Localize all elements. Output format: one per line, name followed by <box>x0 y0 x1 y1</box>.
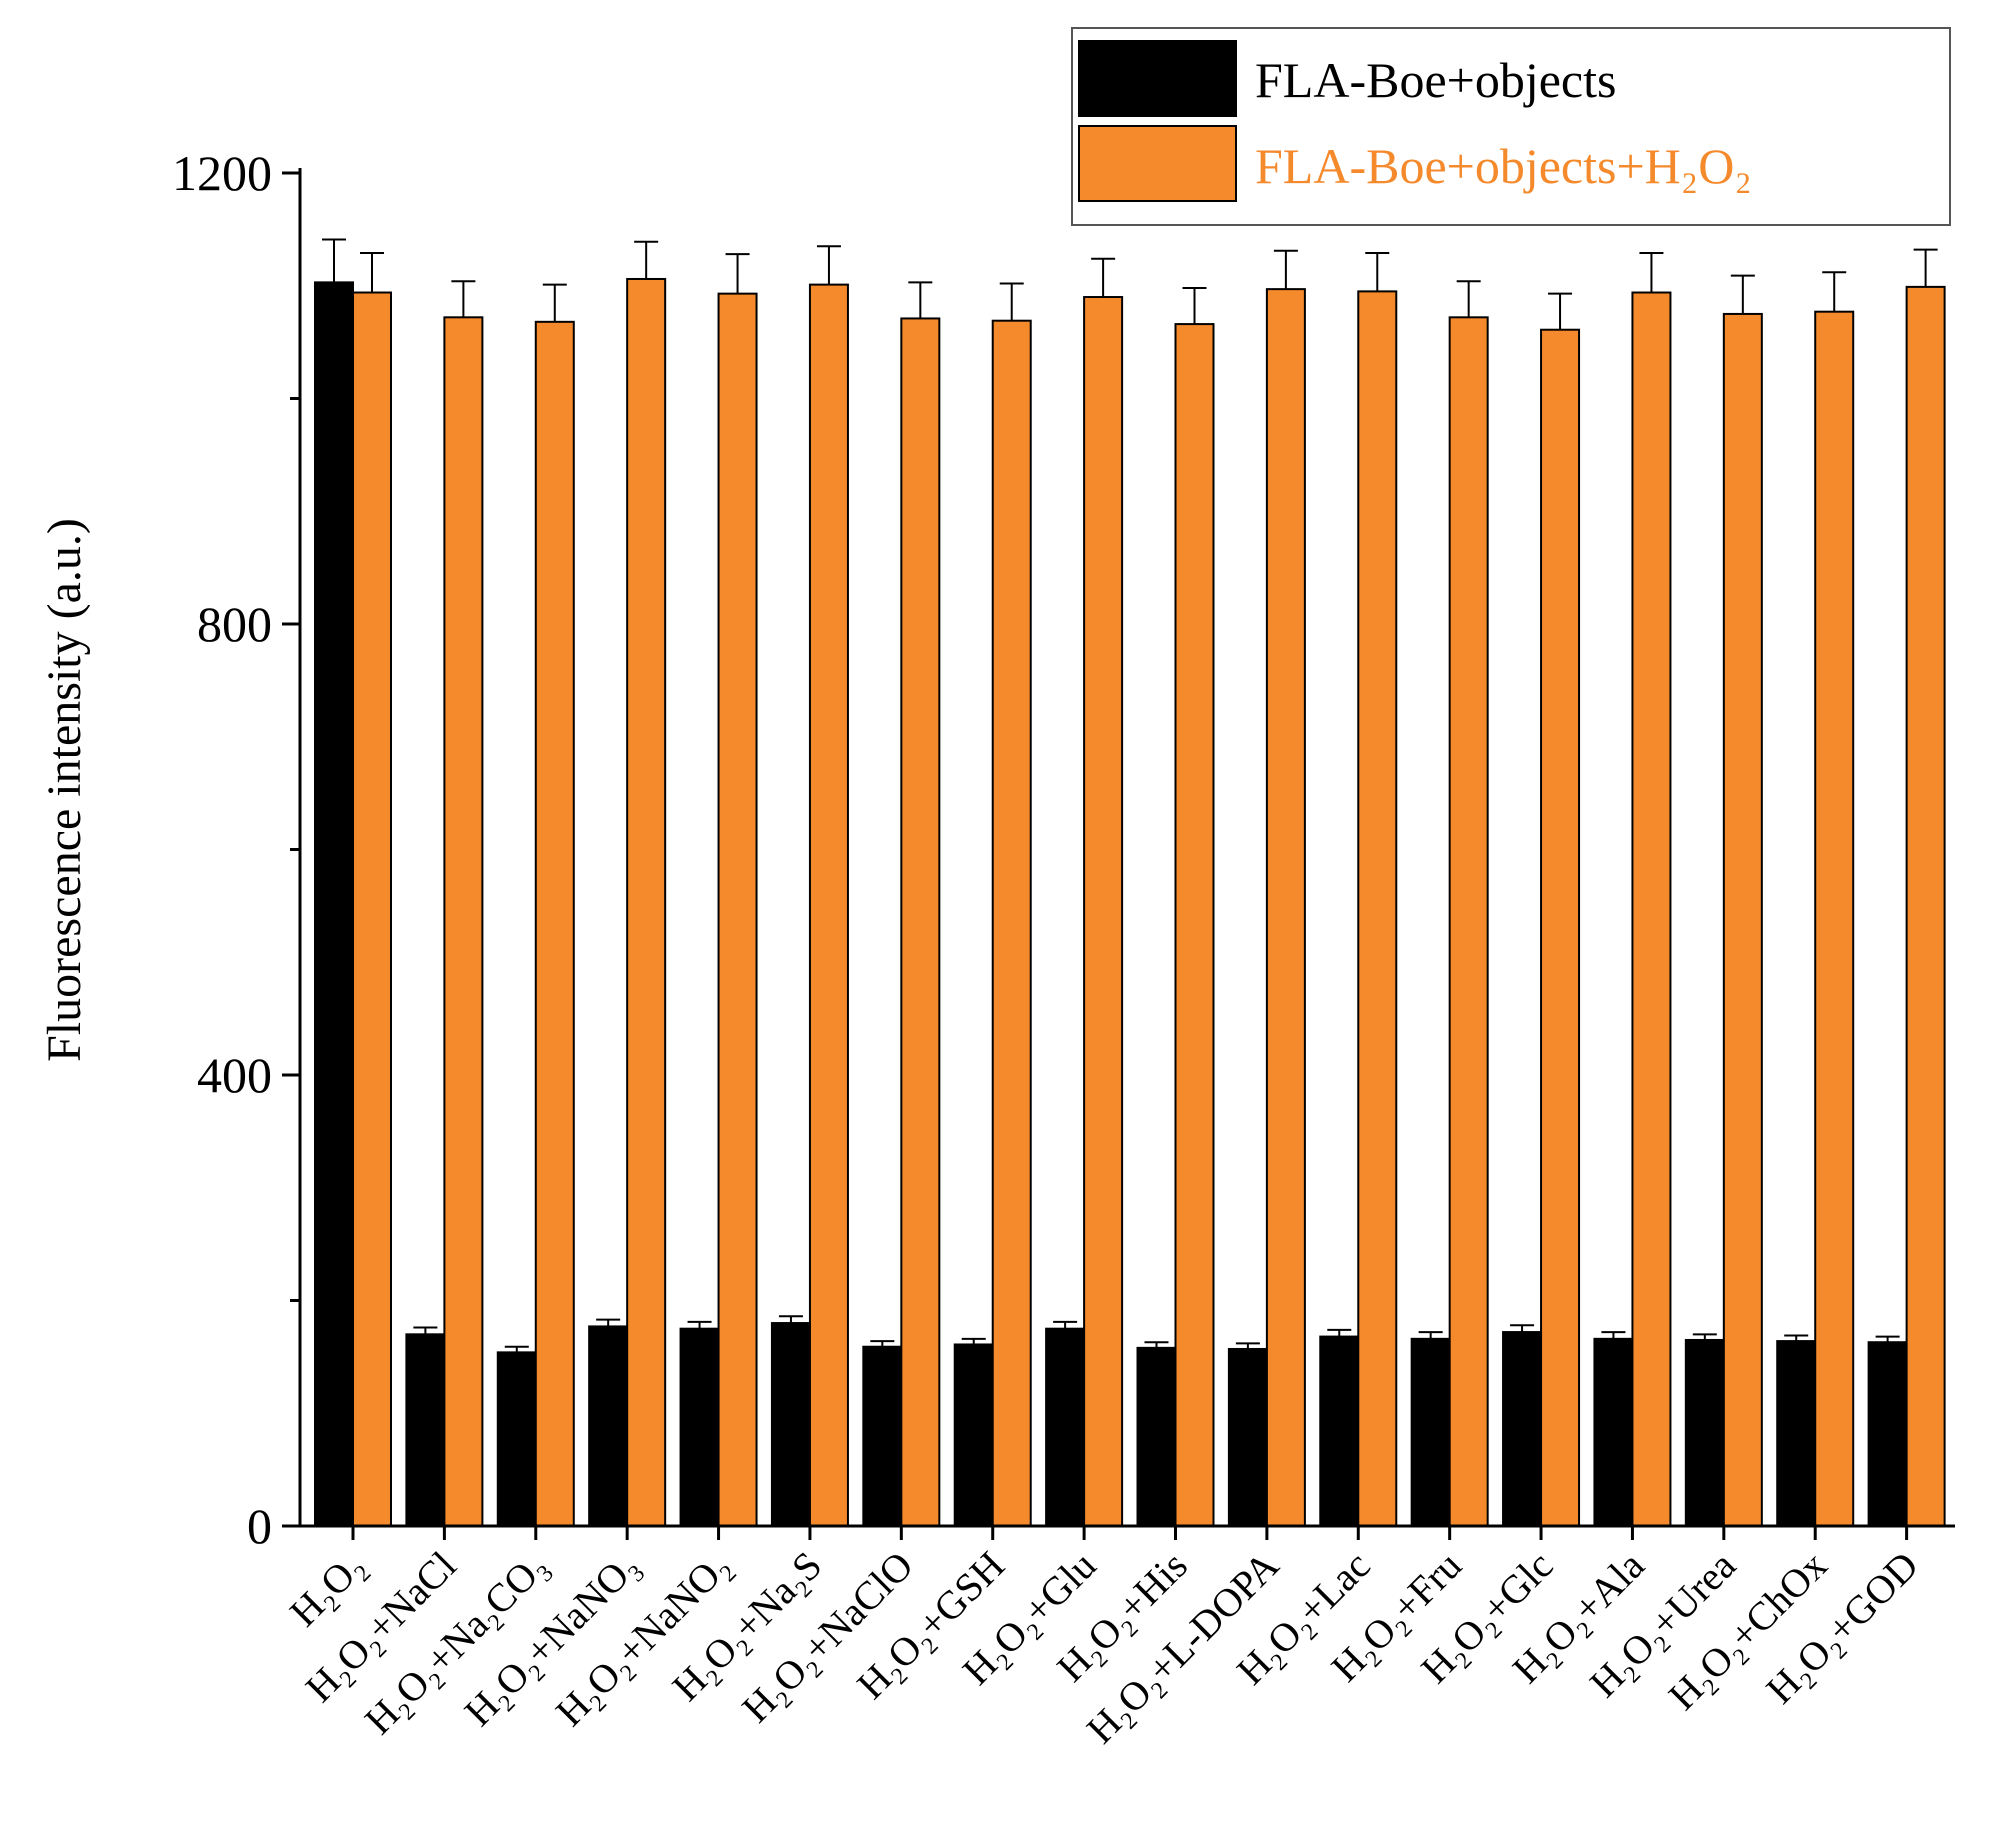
bar-black <box>1136 1346 1177 1527</box>
bar-orange <box>900 317 941 1527</box>
bar-black <box>405 1333 446 1527</box>
bar-orange <box>1540 328 1581 1527</box>
bar-black <box>1776 1340 1817 1527</box>
bar-orange <box>808 283 849 1527</box>
bar-orange <box>1905 285 1946 1528</box>
legend-swatch-orange <box>1078 125 1237 202</box>
bar-orange <box>1448 316 1489 1528</box>
bar-black <box>1319 1335 1360 1527</box>
bar-black <box>1593 1337 1634 1527</box>
bar-orange <box>1814 310 1855 1527</box>
bar-black <box>496 1351 537 1527</box>
bar-black <box>770 1322 811 1528</box>
bar-orange <box>1357 290 1398 1528</box>
bar-black <box>314 281 354 1527</box>
bar-black <box>1684 1338 1725 1528</box>
legend-label-black: FLA-Boe+objects <box>1255 52 1616 108</box>
bar-orange <box>1265 288 1306 1528</box>
bar-black <box>588 1325 629 1527</box>
y-axis-label: Fluorescence intensity (a.u.) <box>38 518 91 1062</box>
bar-orange <box>1083 296 1124 1527</box>
bar-orange <box>534 320 575 1528</box>
bar-orange <box>443 316 484 1528</box>
bar-black <box>862 1345 903 1528</box>
bar-black <box>1045 1327 1086 1527</box>
legend-swatch-black <box>1078 40 1237 117</box>
legend: FLA-Boe+objects FLA-Boe+objects+H₂O₂ <box>1071 27 1951 226</box>
y-tick-label: 400 <box>197 1047 272 1103</box>
bar-black <box>1227 1347 1268 1528</box>
bar-orange <box>717 292 758 1528</box>
y-tick-label: 800 <box>197 596 272 652</box>
bar-orange <box>1722 312 1763 1527</box>
bar-black <box>1502 1331 1543 1527</box>
bar-orange <box>626 277 667 1527</box>
bar-black <box>1410 1337 1451 1527</box>
bar-black <box>679 1327 720 1527</box>
bar-black <box>1867 1341 1908 1528</box>
bar-orange <box>991 319 1032 1527</box>
bars-layer <box>314 238 1946 1528</box>
bar-black <box>953 1343 994 1528</box>
bar-orange <box>1174 323 1215 1528</box>
y-tick-label: 1200 <box>172 145 272 201</box>
bar-orange <box>1631 291 1672 1527</box>
bar-orange <box>352 291 392 1527</box>
y-tick-label: 0 <box>247 1498 272 1554</box>
legend-label-orange: FLA-Boe+objects+H₂O₂ <box>1255 138 1752 194</box>
